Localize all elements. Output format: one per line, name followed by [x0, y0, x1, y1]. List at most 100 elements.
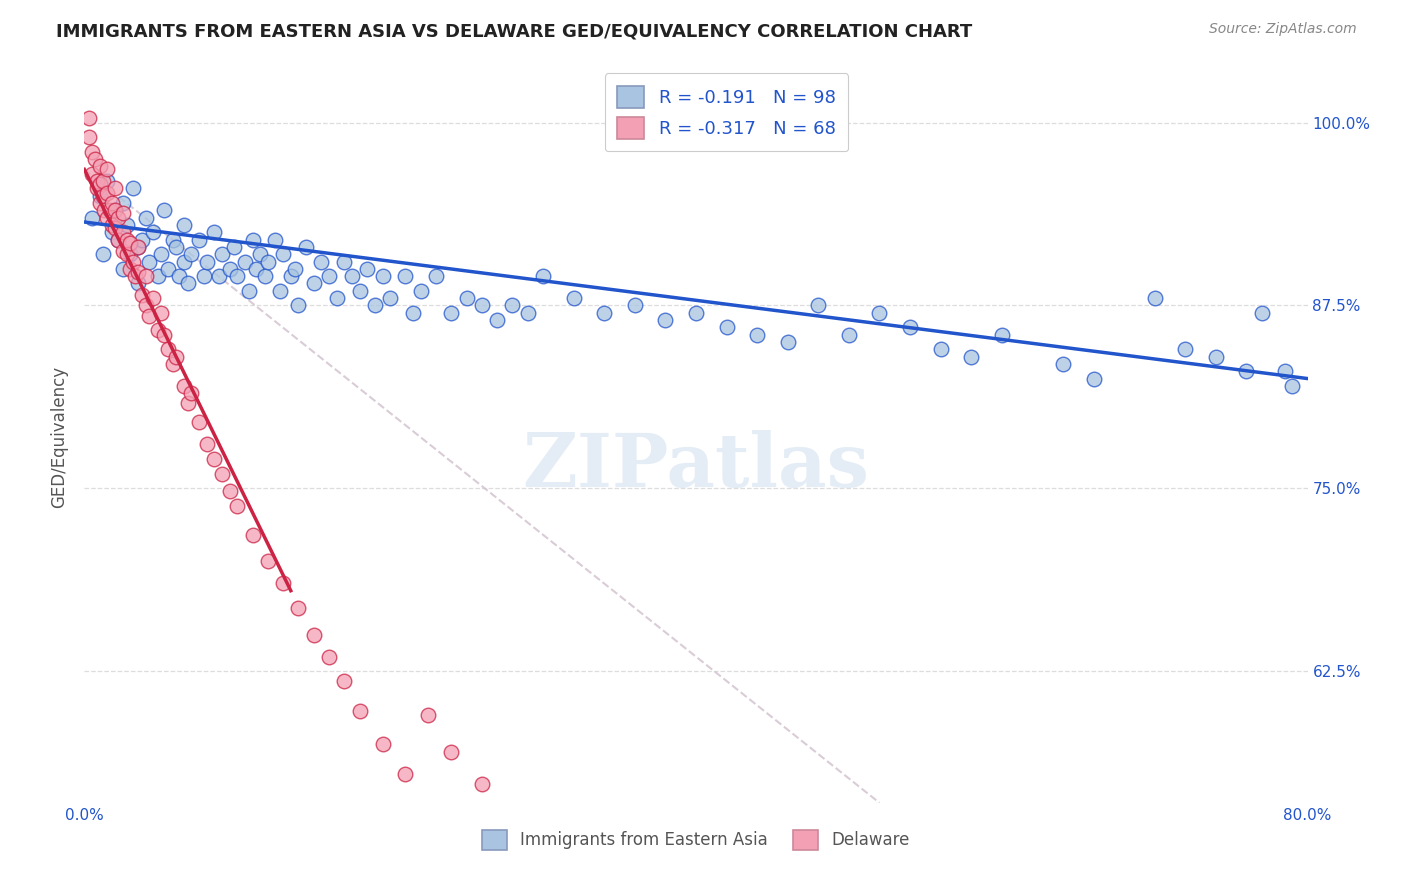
Point [1236, 364, 1258, 378]
Point [120, 247, 142, 261]
Point [242, 233, 264, 247]
Point [84, 152, 107, 166]
Point [1174, 343, 1197, 357]
Point [135, 269, 157, 284]
Point [149, 247, 172, 261]
Point [89, 177, 111, 191]
Point [131, 288, 153, 302]
Point [253, 269, 276, 284]
Point [1205, 350, 1227, 364]
Point [91, 174, 114, 188]
Point [318, 269, 340, 284]
Point [1083, 371, 1105, 385]
Point [101, 225, 124, 239]
Point [101, 196, 124, 211]
Point [409, 284, 432, 298]
Point [195, 254, 218, 268]
Point [77, 111, 100, 125]
Point [107, 233, 129, 247]
Point [180, 386, 202, 401]
Point [115, 247, 138, 261]
Point [91, 247, 114, 261]
Point [325, 291, 347, 305]
Point [280, 269, 302, 284]
Point [1250, 306, 1272, 320]
Point [80, 167, 103, 181]
Point [96, 162, 118, 177]
Point [211, 247, 233, 261]
Point [486, 313, 509, 327]
Point [516, 306, 538, 320]
Point [195, 437, 218, 451]
Legend: Immigrants from Eastern Asia, Delaware: Immigrants from Eastern Asia, Delaware [475, 823, 917, 856]
Point [271, 247, 294, 261]
Point [127, 240, 149, 254]
Point [101, 218, 124, 232]
Point [111, 244, 134, 259]
Point [471, 298, 494, 312]
Point [218, 261, 240, 276]
Point [153, 327, 176, 342]
Point [295, 240, 318, 254]
Point [249, 247, 271, 261]
Point [269, 284, 291, 298]
Point [264, 233, 287, 247]
Point [991, 327, 1014, 342]
Point [302, 627, 325, 641]
Point [218, 484, 240, 499]
Point [271, 576, 294, 591]
Point [96, 186, 118, 200]
Point [284, 261, 307, 276]
Point [333, 674, 356, 689]
Point [107, 211, 129, 225]
Point [111, 196, 134, 211]
Point [138, 254, 160, 268]
Point [318, 649, 340, 664]
Point [89, 196, 111, 211]
Point [311, 254, 333, 268]
Point [157, 261, 180, 276]
Point [257, 254, 280, 268]
Point [127, 277, 149, 291]
Text: Source: ZipAtlas.com: Source: ZipAtlas.com [1209, 22, 1357, 37]
Point [349, 284, 371, 298]
Point [869, 306, 891, 320]
Point [122, 181, 145, 195]
Point [287, 601, 309, 615]
Point [153, 203, 176, 218]
Point [127, 265, 149, 279]
Point [245, 261, 267, 276]
Point [173, 218, 195, 232]
Point [425, 269, 447, 284]
Point [180, 247, 202, 261]
Point [115, 218, 138, 232]
Point [120, 261, 142, 276]
Point [89, 188, 111, 202]
Point [394, 269, 416, 284]
Point [89, 160, 111, 174]
Point [91, 188, 114, 202]
Point [131, 233, 153, 247]
Point [173, 379, 195, 393]
Point [80, 145, 103, 159]
Point [371, 737, 394, 751]
Point [380, 291, 402, 305]
Point [593, 306, 616, 320]
Point [776, 334, 799, 349]
Point [104, 203, 127, 218]
Point [224, 240, 246, 254]
Point [188, 233, 211, 247]
Point [394, 766, 416, 780]
Point [364, 298, 387, 312]
Point [1281, 379, 1303, 393]
Point [531, 269, 554, 284]
Point [165, 240, 187, 254]
Point [302, 277, 325, 291]
Point [340, 269, 363, 284]
Point [177, 396, 200, 410]
Point [1143, 291, 1166, 305]
Y-axis label: GED/Equivalency: GED/Equivalency [51, 366, 69, 508]
Point [838, 327, 860, 342]
Point [440, 306, 463, 320]
Point [685, 306, 707, 320]
